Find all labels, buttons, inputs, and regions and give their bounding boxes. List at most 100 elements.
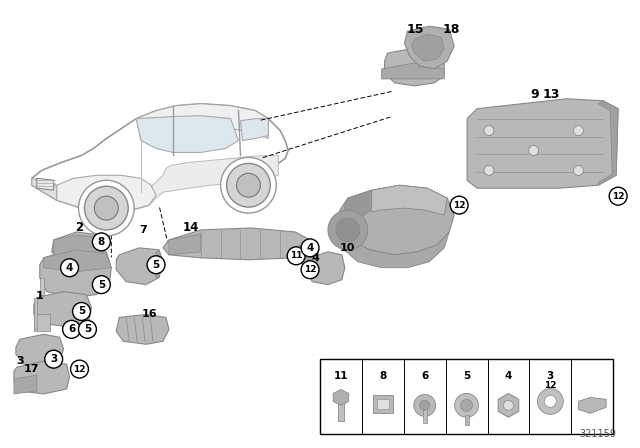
Circle shape — [45, 350, 63, 368]
Polygon shape — [333, 389, 349, 405]
Circle shape — [538, 388, 563, 414]
Circle shape — [336, 218, 360, 242]
Text: 5: 5 — [78, 306, 85, 316]
Circle shape — [70, 360, 88, 378]
Text: 15: 15 — [406, 23, 424, 36]
Text: 16: 16 — [141, 310, 157, 319]
Circle shape — [95, 196, 118, 220]
Text: 8: 8 — [379, 370, 387, 380]
Text: 12: 12 — [544, 381, 557, 390]
Circle shape — [221, 157, 276, 213]
Text: 3: 3 — [16, 356, 24, 366]
Circle shape — [545, 396, 556, 407]
Bar — [465, 415, 468, 425]
Polygon shape — [32, 178, 57, 200]
Text: 5: 5 — [84, 324, 91, 334]
Text: 4: 4 — [505, 370, 512, 380]
Text: 6: 6 — [421, 370, 428, 380]
Polygon shape — [34, 314, 50, 332]
Text: 8: 8 — [98, 237, 105, 247]
Polygon shape — [34, 292, 92, 327]
Text: 9: 9 — [531, 88, 539, 101]
Text: 18: 18 — [442, 23, 460, 36]
Circle shape — [609, 187, 627, 205]
Polygon shape — [36, 178, 54, 190]
Polygon shape — [338, 225, 449, 268]
Circle shape — [92, 276, 110, 293]
Text: 12: 12 — [453, 201, 465, 210]
Polygon shape — [156, 250, 163, 278]
Circle shape — [529, 146, 539, 155]
Text: 3: 3 — [50, 354, 58, 364]
Text: 4: 4 — [311, 253, 319, 263]
Text: 5: 5 — [152, 260, 159, 270]
Polygon shape — [57, 175, 156, 210]
Polygon shape — [52, 232, 106, 265]
Bar — [377, 400, 388, 409]
Circle shape — [450, 196, 468, 214]
Polygon shape — [241, 119, 268, 141]
Circle shape — [61, 259, 79, 277]
Circle shape — [484, 125, 494, 136]
Circle shape — [84, 186, 128, 230]
Circle shape — [484, 165, 494, 175]
Text: 321159: 321159 — [579, 429, 616, 439]
Circle shape — [79, 180, 134, 236]
Polygon shape — [32, 155, 278, 210]
Polygon shape — [404, 26, 454, 69]
Text: 4: 4 — [66, 263, 73, 273]
Bar — [373, 396, 393, 414]
Polygon shape — [308, 252, 345, 284]
Text: 12: 12 — [304, 265, 316, 274]
Circle shape — [301, 261, 319, 279]
Circle shape — [573, 165, 583, 175]
Polygon shape — [32, 104, 288, 210]
Polygon shape — [467, 99, 618, 188]
Polygon shape — [292, 244, 318, 265]
Circle shape — [461, 400, 472, 411]
Circle shape — [420, 401, 429, 410]
Text: 4: 4 — [307, 243, 314, 253]
Polygon shape — [498, 393, 519, 417]
Circle shape — [573, 125, 583, 136]
Text: 5: 5 — [98, 280, 105, 289]
Circle shape — [287, 247, 305, 265]
Polygon shape — [136, 104, 268, 141]
Text: 7: 7 — [140, 225, 147, 235]
Polygon shape — [412, 34, 444, 61]
Text: 11: 11 — [333, 370, 348, 380]
Circle shape — [454, 393, 479, 417]
Circle shape — [63, 320, 81, 338]
Circle shape — [237, 173, 260, 197]
Polygon shape — [116, 248, 163, 284]
Circle shape — [328, 210, 368, 250]
Bar — [338, 403, 344, 421]
Circle shape — [147, 256, 165, 274]
Circle shape — [504, 401, 513, 410]
Text: 13: 13 — [543, 88, 560, 101]
Polygon shape — [40, 278, 44, 294]
Circle shape — [414, 394, 436, 416]
Polygon shape — [136, 116, 239, 152]
Polygon shape — [345, 190, 372, 220]
Polygon shape — [116, 314, 169, 344]
Polygon shape — [385, 49, 444, 86]
Bar — [320, 359, 613, 434]
Circle shape — [79, 320, 97, 338]
Circle shape — [92, 233, 110, 251]
Text: 11: 11 — [290, 251, 302, 260]
Text: 10: 10 — [340, 243, 355, 253]
Polygon shape — [163, 228, 310, 260]
Polygon shape — [381, 63, 444, 79]
Polygon shape — [298, 248, 314, 260]
Text: 6: 6 — [68, 324, 75, 334]
Polygon shape — [169, 234, 201, 255]
Polygon shape — [598, 101, 618, 185]
Polygon shape — [34, 297, 36, 329]
Bar — [422, 409, 427, 423]
Polygon shape — [54, 235, 106, 260]
Polygon shape — [14, 361, 70, 394]
Polygon shape — [16, 334, 63, 367]
Polygon shape — [579, 397, 606, 414]
Text: 14: 14 — [182, 221, 199, 234]
